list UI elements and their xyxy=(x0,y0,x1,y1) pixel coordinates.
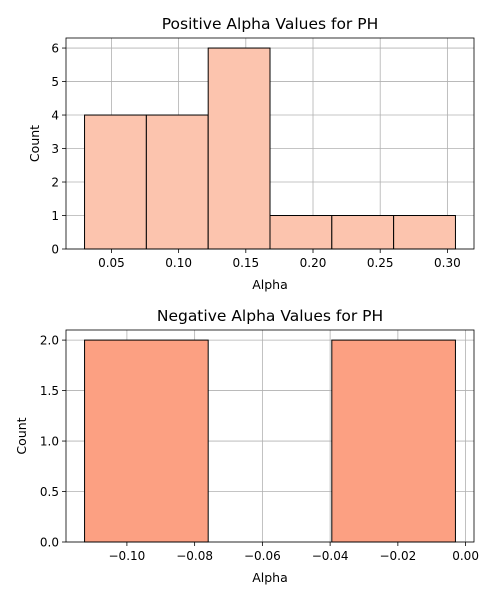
histogram-bar xyxy=(145,114,209,250)
x-tick-label: −0.02 xyxy=(379,549,416,563)
histogram-bars xyxy=(84,47,456,250)
x-tick-label: 0.25 xyxy=(367,256,394,270)
y-tick-label: 4 xyxy=(51,109,59,123)
y-tick-label: 2 xyxy=(51,176,59,190)
x-tick-label: 0.10 xyxy=(165,256,192,270)
y-ticks: 0 1 2 3 4 5 6 xyxy=(51,42,66,257)
x-tick-label: 0.30 xyxy=(434,256,461,270)
histogram-bar xyxy=(331,339,456,543)
y-tick-label: 0.5 xyxy=(40,485,59,499)
x-axis-label: Alpha xyxy=(252,570,288,585)
x-tick-label: 0.00 xyxy=(452,549,479,563)
chart-positive-alpha: Positive Alpha Values for PH 0.05 0.10 0.1… xyxy=(27,15,475,292)
chart-negative-alpha: Negative Alpha Values for PH −0.10 −0.08−… xyxy=(14,307,479,585)
y-tick-label: 1.0 xyxy=(40,435,59,449)
y-tick-label: 6 xyxy=(51,42,59,56)
histogram-bar xyxy=(269,215,333,250)
y-tick-label: 1.5 xyxy=(40,384,59,398)
plot-frame xyxy=(65,329,475,543)
x-axis-label: Alpha xyxy=(252,277,288,292)
x-ticks: −0.10 −0.08 −0.06 −0.04 −0.02 0.00 xyxy=(109,542,479,563)
chart-title: Negative Alpha Values for PH xyxy=(157,307,383,325)
histogram-bar xyxy=(207,47,271,250)
histogram-bars xyxy=(84,339,456,543)
x-tick-label: 0.15 xyxy=(232,256,259,270)
histogram-bar xyxy=(84,114,147,250)
chart-title: Positive Alpha Values for PH xyxy=(162,15,379,33)
x-ticks: 0.05 0.10 0.15 0.20 0.25 0.30 xyxy=(98,249,461,270)
x-tick-label: −0.04 xyxy=(312,549,349,563)
y-tick-label: 3 xyxy=(51,142,59,156)
y-tick-label: 0.0 xyxy=(40,536,59,550)
y-tick-label: 5 xyxy=(51,75,59,89)
x-tick-label: −0.10 xyxy=(109,549,146,563)
x-tick-label: 0.05 xyxy=(98,256,125,270)
y-axis-label: Count xyxy=(27,125,42,162)
x-tick-label: 0.20 xyxy=(300,256,327,270)
y-tick-label: 1 xyxy=(51,209,59,223)
y-ticks: 0.0 0.5 1.0 1.5 2.0 xyxy=(40,334,66,550)
y-axis-label: Count xyxy=(14,417,29,454)
x-tick-label: −0.08 xyxy=(176,549,213,563)
plot-frame xyxy=(65,37,475,250)
y-tick-label: 2.0 xyxy=(40,334,59,348)
histogram-bar xyxy=(331,215,395,250)
y-tick-label: 0 xyxy=(51,243,59,257)
histogram-bar xyxy=(393,215,456,250)
x-tick-label: −0.06 xyxy=(244,549,281,563)
histogram-bar xyxy=(84,339,209,543)
